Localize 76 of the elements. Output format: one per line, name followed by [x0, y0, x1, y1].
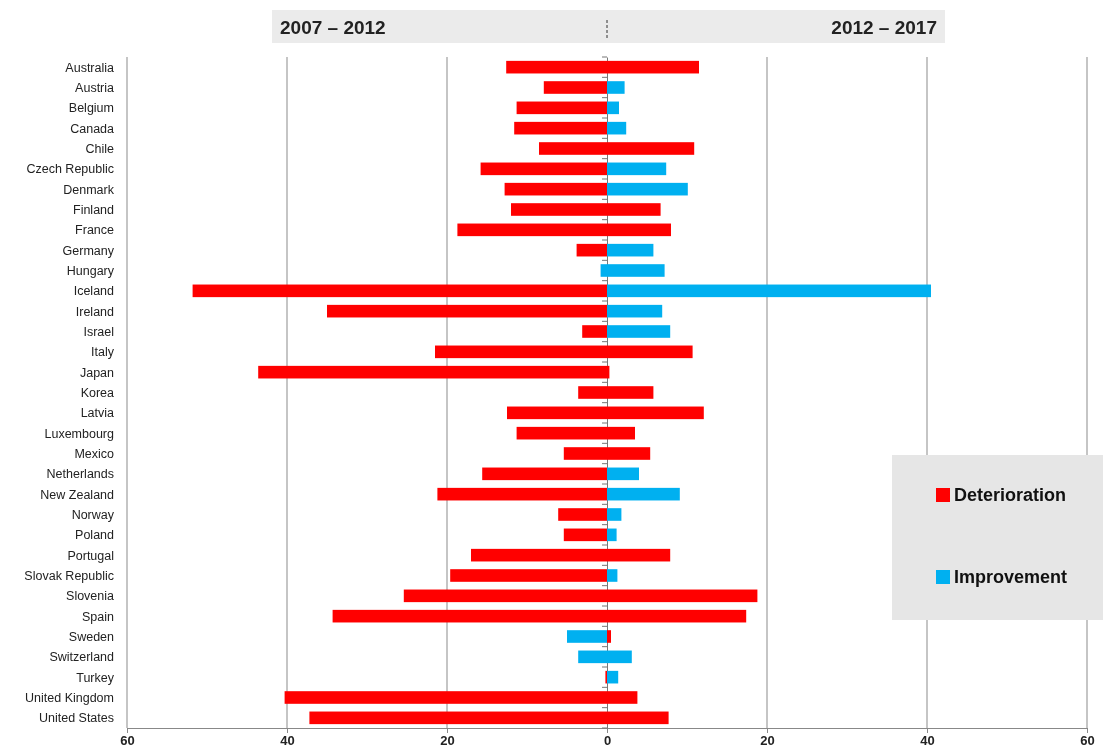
- bar: [607, 304, 663, 318]
- text: 2012 – 2017: [831, 17, 937, 38]
- x-tick-label: 40: [920, 733, 935, 749]
- bar: [258, 365, 607, 379]
- y-tick-label: Finland: [73, 202, 115, 217]
- y-tick-label: Germany: [62, 243, 115, 258]
- y-tick-label: Latvia: [80, 406, 115, 421]
- bar: [582, 325, 607, 338]
- bar: [567, 630, 607, 643]
- bar: [607, 162, 667, 176]
- y-tick-label: Italy: [91, 345, 115, 360]
- bar: [607, 630, 611, 643]
- bar: [607, 467, 639, 481]
- bar: [607, 670, 619, 684]
- legend-label: Deterioration: [954, 485, 1067, 506]
- y-tick-label: Netherlands: [46, 467, 114, 482]
- y-tick-label: Australia: [65, 60, 115, 75]
- bar: [607, 182, 688, 196]
- bar: [516, 101, 607, 115]
- bar: [607, 121, 627, 135]
- bar: [192, 284, 607, 298]
- y-tick-label: Portugal: [67, 548, 114, 563]
- y-tick-label: Switzerland: [49, 650, 115, 665]
- bar: [576, 243, 607, 257]
- bar: [450, 569, 607, 582]
- y-tick-label: Israel: [83, 324, 114, 339]
- bar: [607, 243, 654, 257]
- x-tick-label: 40: [280, 733, 295, 749]
- bar: [480, 162, 607, 176]
- y-tick-label: Sweden: [68, 629, 115, 644]
- y-tick-label: New Zealand: [40, 487, 115, 502]
- y-tick-label: Iceland: [73, 284, 115, 299]
- y-tick-label: Spain: [82, 609, 115, 624]
- y-tick-label: Slovak Republic: [24, 568, 114, 583]
- x-tick-label: 20: [440, 733, 455, 749]
- bar: [327, 304, 607, 318]
- x-tick-label: 60: [120, 733, 135, 749]
- bar: [543, 81, 607, 94]
- y-tick-label: Canada: [70, 121, 115, 136]
- y-tick-label: Belgium: [68, 101, 114, 116]
- y-tick-label: Japan: [79, 365, 115, 380]
- y-tick-label: United States: [38, 711, 114, 726]
- y-tick-label: Czech Republic: [26, 162, 114, 177]
- bar: [607, 101, 619, 115]
- bar: [607, 325, 671, 338]
- y-tick-label: Korea: [80, 385, 115, 400]
- x-tick-label: 60: [1080, 733, 1095, 749]
- bar: [504, 182, 607, 196]
- y-tick-label: Luxembourg: [44, 426, 115, 441]
- bar: [437, 487, 607, 501]
- y-tick-label: Norway: [71, 507, 115, 522]
- bar: [607, 487, 680, 501]
- x-tick-label: 0: [603, 733, 612, 749]
- y-tick-label: United Kingdom: [25, 690, 114, 705]
- y-tick-label: Slovenia: [66, 589, 115, 604]
- y-tick-label: Austria: [75, 80, 115, 95]
- legend-label: Improvement: [954, 567, 1068, 588]
- y-tick-label: Hungary: [66, 263, 115, 278]
- y-tick-label: Mexico: [74, 446, 115, 461]
- x-tick-label: 20: [760, 733, 775, 749]
- bar: [558, 508, 607, 521]
- bar: [607, 569, 618, 582]
- y-tick-label: Ireland: [75, 304, 115, 319]
- bar: [514, 121, 607, 135]
- y-tick-label: Denmark: [63, 182, 115, 197]
- text: 2007 – 2012: [280, 17, 386, 38]
- bar: [607, 528, 617, 542]
- bar: [482, 467, 607, 481]
- y-tick-label: Chile: [85, 141, 115, 156]
- y-tick-label: Turkey: [76, 670, 115, 685]
- y-tick-label: France: [75, 223, 115, 238]
- y-tick-label: Poland: [75, 528, 115, 543]
- bar: [607, 81, 625, 94]
- bar: [563, 528, 607, 542]
- bar: [607, 284, 931, 298]
- bar: [607, 508, 622, 521]
